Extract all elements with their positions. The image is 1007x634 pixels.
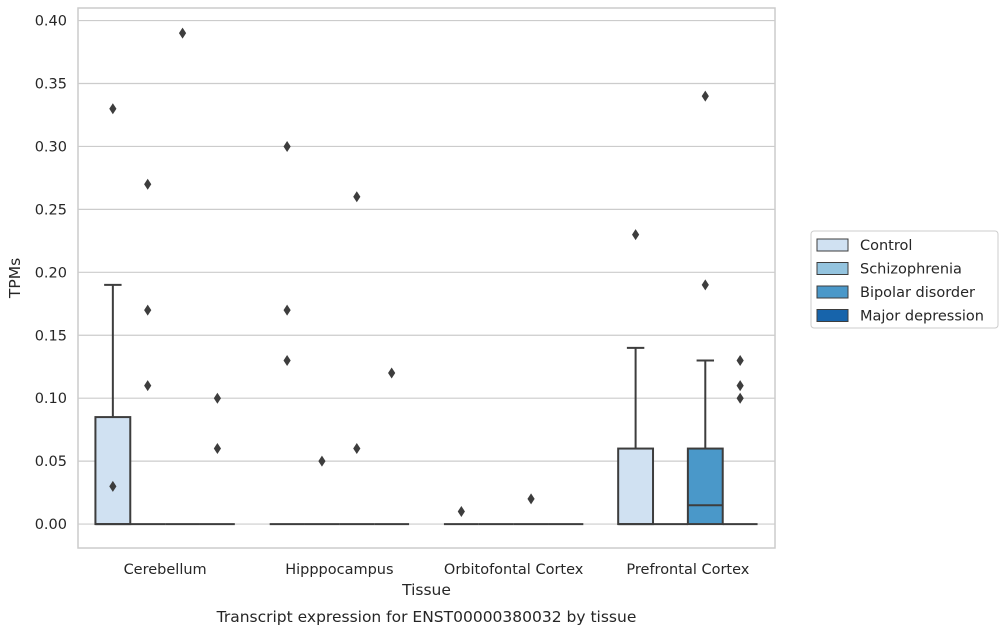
outlier-point	[213, 443, 221, 455]
outlier-point	[144, 304, 152, 316]
outlier-point	[736, 380, 744, 392]
outlier-point	[388, 367, 396, 379]
legend-swatch	[816, 285, 849, 299]
outlier-point	[109, 480, 117, 492]
outlier-point	[527, 493, 535, 505]
outlier-point	[457, 505, 465, 517]
legend-label: Schizophrenia	[860, 262, 962, 278]
grid-lines	[78, 19, 775, 525]
box-control	[94, 283, 132, 526]
x-tick-label: Hipppocampus	[285, 562, 393, 578]
legend-swatch	[816, 309, 849, 322]
box-body	[617, 447, 655, 526]
outlier-point	[736, 392, 744, 404]
x-axis-label: Tissue	[401, 581, 451, 599]
chart-title: Transcript expression for ENST0000038003…	[216, 608, 637, 626]
y-tick-label: 0.30	[35, 139, 67, 155]
outlier-points	[109, 27, 744, 517]
outlier-point	[144, 380, 152, 392]
box-bipolar-disorder	[686, 359, 724, 526]
outlier-point	[353, 191, 361, 203]
legend-swatch	[816, 262, 849, 275]
box-body	[686, 447, 724, 526]
y-tick-label: 0.25	[35, 202, 67, 218]
legend-label: Bipolar disorder	[860, 285, 975, 301]
y-tick-label: 0.00	[35, 517, 67, 533]
legend-label: Control	[860, 238, 912, 254]
outlier-point	[283, 140, 291, 152]
outlier-point	[736, 354, 744, 366]
y-tick-label: 0.15	[35, 328, 67, 344]
outlier-point	[213, 392, 221, 404]
y-tick-label: 0.10	[35, 391, 67, 407]
outlier-point	[632, 229, 640, 241]
legend-label: Major depression	[860, 309, 984, 325]
y-tick-label: 0.20	[35, 265, 67, 281]
legend: Control Schizophrenia Bipolar disorder Majo…	[810, 230, 999, 329]
x-axis-ticks: Cerebellum Hipppocampus Orbitofontal Corte…	[124, 562, 750, 578]
outlier-point	[701, 90, 709, 102]
x-tick-label: Cerebellum	[124, 562, 207, 578]
outlier-point	[109, 103, 117, 115]
x-tick-label: Orbitofontal Cortex	[444, 562, 584, 578]
y-axis-label: TPMs	[6, 258, 24, 299]
y-tick-label: 0.40	[35, 14, 67, 30]
outlier-point	[283, 304, 291, 316]
y-tick-label: 0.35	[35, 77, 67, 93]
outlier-point	[178, 27, 187, 39]
legend-swatch	[816, 238, 849, 252]
plot-area-frame	[77, 7, 776, 549]
outlier-point	[701, 279, 709, 291]
outlier-point	[318, 455, 326, 467]
y-tick-label: 0.05	[35, 454, 67, 470]
outlier-point	[283, 354, 291, 366]
box-body	[94, 416, 132, 526]
x-tick-label: Prefrontal Cortex	[626, 562, 749, 578]
outlier-point	[144, 178, 152, 190]
y-axis-ticks: 0.00 0.05 0.10 0.15 0.20 0.25 0.30 0.35 0.40	[35, 14, 67, 533]
box-series	[94, 283, 758, 526]
box-control	[617, 346, 655, 526]
legend-frame	[810, 230, 999, 329]
outlier-point	[353, 443, 361, 455]
